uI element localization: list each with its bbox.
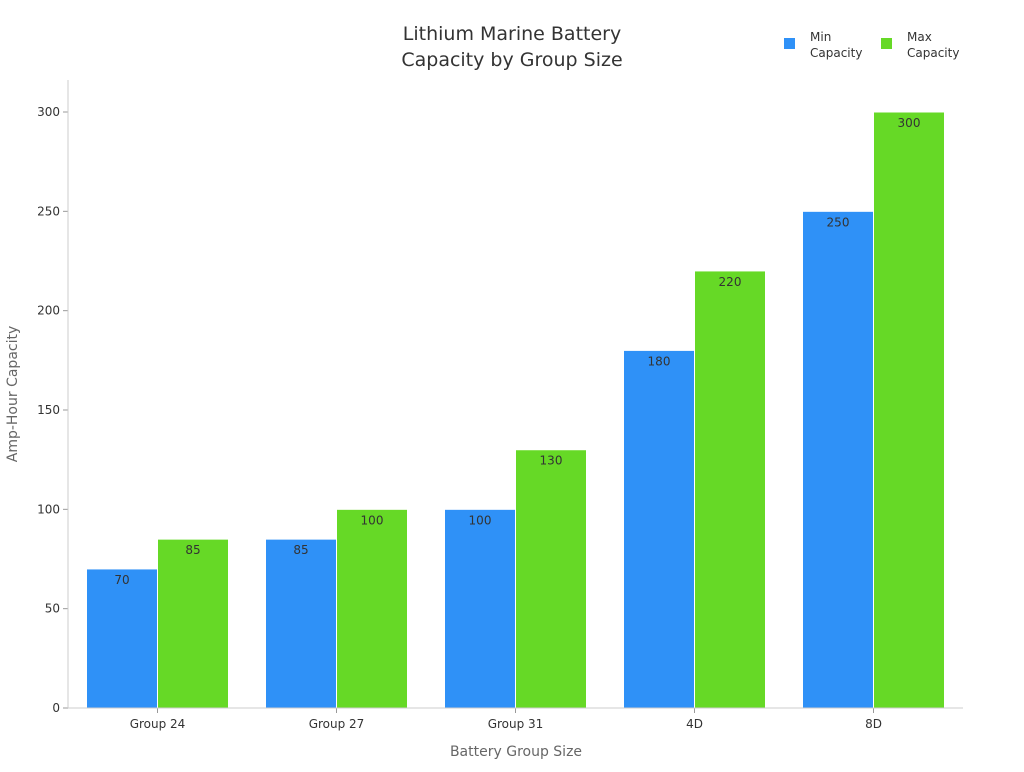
legend-label-min-1: Min [810, 30, 831, 44]
chart-title-line-1: Lithium Marine Battery [403, 23, 621, 45]
bar-min-capacity [86, 568, 158, 709]
legend-label-max-2: Capacity [907, 46, 959, 60]
bar-max-capacity [694, 270, 766, 709]
bar-min-capacity [623, 349, 695, 709]
data-label: 100 [469, 513, 492, 527]
y-tick-label: 300 [37, 105, 60, 119]
bar-min-capacity [265, 538, 337, 709]
x-axis-label: Battery Group Size [450, 744, 582, 760]
x-tick-label: Group 24 [130, 717, 186, 731]
bar-max-capacity [873, 111, 945, 709]
bar-max-capacity [336, 508, 408, 709]
x-tick-label: Group 31 [488, 717, 544, 731]
data-label: 85 [293, 543, 308, 557]
chart-title-line-2: Capacity by Group Size [401, 49, 622, 71]
bar-min-capacity [444, 508, 516, 709]
y-tick-label: 150 [37, 403, 60, 417]
legend-swatch-max [881, 38, 892, 49]
data-label: 100 [361, 513, 384, 527]
y-tick-label: 100 [37, 502, 60, 516]
x-tick-label: 8D [865, 717, 882, 731]
data-label: 85 [185, 543, 200, 557]
y-tick-label: 0 [52, 701, 60, 715]
data-label: 180 [648, 354, 671, 368]
data-label: 220 [719, 275, 742, 289]
data-label: 300 [898, 116, 921, 130]
y-tick-label: 200 [37, 304, 60, 318]
y-tick-label: 50 [45, 602, 60, 616]
bar-max-capacity [515, 449, 587, 709]
bar-max-capacity [157, 538, 229, 709]
x-tick-label: 4D [686, 717, 703, 731]
legend-label-max-1: Max [907, 30, 932, 44]
y-tick-label: 250 [37, 204, 60, 218]
legend: Min Capacity Max Capacity [784, 30, 959, 60]
data-label: 130 [540, 454, 563, 468]
x-tick-label: Group 27 [309, 717, 365, 731]
bar-min-capacity [802, 210, 874, 709]
data-label: 250 [827, 215, 850, 229]
legend-label-min-2: Capacity [810, 46, 862, 60]
data-label: 70 [114, 573, 129, 587]
y-axis-label: Amp-Hour Capacity [5, 326, 21, 463]
legend-swatch-min [784, 38, 795, 49]
